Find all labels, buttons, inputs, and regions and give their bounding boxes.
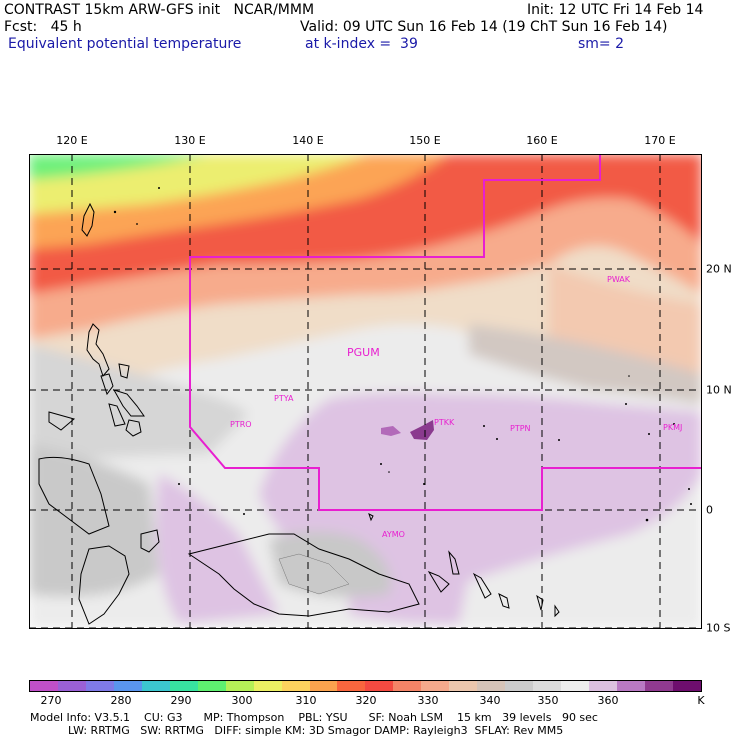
color-scale-label: 320 xyxy=(355,694,377,707)
lat-label-10n: 10 N xyxy=(706,383,732,397)
station-ptya: PTYA xyxy=(274,394,294,403)
color-scale-cell xyxy=(477,681,506,691)
theta-e-map: PWAK PGUM PTYA PTRO PTKK PTPN PKMJ AYMO xyxy=(29,154,702,629)
model-info-line1: Model Info: V3.5.1 CU: G3 MP: Thompson P… xyxy=(30,711,598,724)
lat-label-10s: 10 S xyxy=(706,621,731,635)
color-scale-cell xyxy=(30,681,58,691)
station-ptkk: PTKK xyxy=(434,418,455,427)
color-scale-cell xyxy=(393,681,422,691)
color-scale-cell xyxy=(169,681,198,691)
color-scale-cell xyxy=(449,681,478,691)
lon-label-120e: 120 E xyxy=(56,134,88,147)
color-scale-label: 350 xyxy=(537,694,559,707)
color-scale-cell xyxy=(617,681,645,691)
station-ptro: PTRO xyxy=(230,420,252,429)
lat-label-0: 0 xyxy=(706,503,713,517)
color-scale-label: 330 xyxy=(417,694,439,707)
forecast-hour: Fcst: 45 h xyxy=(4,19,82,35)
lon-label-150e: 150 E xyxy=(409,134,441,147)
color-scale-cell xyxy=(225,681,254,691)
station-aymo: AYMO xyxy=(382,530,405,539)
color-scale-bar xyxy=(29,680,702,692)
lon-label-130e: 130 E xyxy=(174,134,206,147)
model-title: CONTRAST 15km ARW-GFS init NCAR/MMM xyxy=(4,2,315,18)
color-scale-cell xyxy=(85,681,114,691)
color-scale-cell xyxy=(57,681,86,691)
valid-time: Valid: 09 UTC Sun 16 Feb 14 (19 ChT Sun … xyxy=(300,19,668,35)
lon-label-160e: 160 E xyxy=(526,134,558,147)
color-scale-cell xyxy=(505,681,534,691)
color-scale-cell xyxy=(561,681,590,691)
color-scale-cell xyxy=(197,681,226,691)
color-scale-label: 340 xyxy=(479,694,501,707)
forecast-region-boundary xyxy=(189,154,702,511)
color-scale-cell xyxy=(644,681,673,691)
coastlines xyxy=(38,202,560,625)
grayland-hatch xyxy=(278,553,350,595)
color-scale-label: K xyxy=(697,694,705,707)
color-scale-cell xyxy=(113,681,142,691)
lon-label-170e: 170 E xyxy=(644,134,676,147)
color-scale-cell xyxy=(672,681,701,691)
lon-label-140e: 140 E xyxy=(292,134,324,147)
station-pwak: PWAK xyxy=(607,275,631,284)
color-scale-cell xyxy=(309,681,338,691)
islands xyxy=(113,187,692,522)
color-scale-label: 290 xyxy=(170,694,192,707)
smoothing-info: sm= 2 xyxy=(578,36,625,52)
color-scale-label: 360 xyxy=(597,694,619,707)
color-scale-cell xyxy=(365,681,394,691)
station-ptpn: PTPN xyxy=(510,424,531,433)
color-scale-cell xyxy=(337,681,366,691)
init-time: Init: 12 UTC Fri 14 Feb 14 xyxy=(527,2,704,18)
model-info-line2: LW: RRTMG SW: RRTMG DIFF: simple KM: 3D … xyxy=(68,724,564,737)
color-scale-label: 270 xyxy=(40,694,62,707)
color-scale-label: 280 xyxy=(110,694,132,707)
color-scale-cell xyxy=(421,681,450,691)
color-scale-cell xyxy=(281,681,310,691)
station-pgum: PGUM xyxy=(347,346,380,359)
level-info: at k-index = 39 xyxy=(305,36,418,52)
color-scale-cell xyxy=(141,681,170,691)
purple-maximum xyxy=(410,420,434,440)
color-scale-label: 310 xyxy=(295,694,317,707)
theta-e-field xyxy=(29,154,702,629)
lat-label-20n: 20 N xyxy=(706,262,732,276)
color-scale-cell xyxy=(253,681,282,691)
purple-core xyxy=(381,426,401,436)
station-pkmj: PKMJ xyxy=(663,423,682,432)
field-name: Equivalent potential temperature xyxy=(8,36,242,52)
color-scale-cell xyxy=(589,681,618,691)
color-scale-label: 300 xyxy=(231,694,253,707)
color-scale-cell xyxy=(533,681,562,691)
